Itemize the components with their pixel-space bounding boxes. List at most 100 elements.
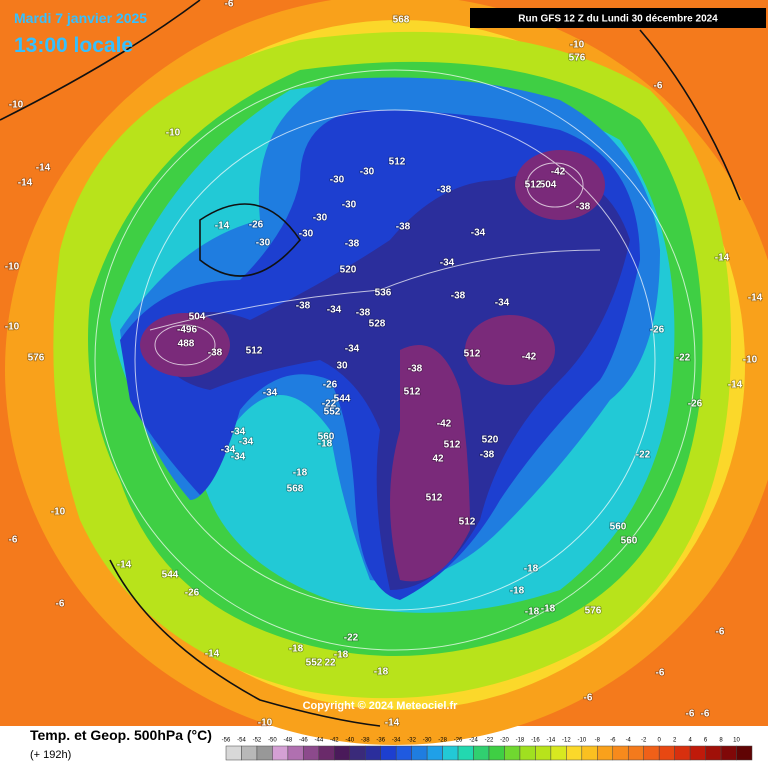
scale-swatch [612,745,629,761]
cold-core [390,345,470,582]
map-label: -10 [570,40,585,51]
scale-label: -52 [253,738,262,744]
map-label: -34 [239,437,254,448]
map-label: -18 [318,439,333,450]
scale-swatch [519,745,536,761]
scale-label: -44 [314,738,323,744]
scale-label: -32 [407,738,416,744]
scale-label: -16 [531,738,540,744]
map-label: 576 [569,53,586,64]
scale-swatch [504,745,521,761]
scale-label: -42 [330,738,339,744]
map-label: 512 [525,180,542,191]
scale-label: -8 [595,738,601,744]
scale-swatch [241,745,258,761]
scale-swatch [256,745,273,761]
scale-label: -36 [376,738,385,744]
map-label: -26 [323,380,338,391]
map-label: 512 [459,517,476,528]
map-label: -30 [330,175,345,186]
map-label: -30 [360,167,375,178]
map-label: -14 [728,380,743,391]
scale-swatch [658,745,675,761]
scale-label: -10 [577,738,586,744]
scale-label: -48 [284,738,293,744]
map-label: 552 [324,407,341,418]
scale-swatch [457,745,474,761]
map-label: -38 [396,222,411,233]
map-label: -30 [299,229,314,240]
legend-subtitle: (+ 192h) [30,749,71,761]
map-label: 520 [482,435,499,446]
map-label: 560 [610,522,627,533]
map-label: -38 [296,301,311,312]
map-label: 528 [369,319,386,330]
map-label: -10 [9,100,24,111]
scale-label: -4 [626,738,632,744]
scale-label: -34 [392,738,401,744]
map-label: -10 [5,322,20,333]
map-label: -18 [525,607,540,618]
map-label: 512 [389,157,406,168]
map-label: -6 [9,535,18,546]
scale-label: 6 [704,738,708,744]
scale-swatch [643,745,660,761]
map-label: -10 [166,128,181,139]
cold-core [465,315,555,385]
map-label: 520 [340,265,357,276]
map-label: -14 [36,163,51,174]
map-label: -22 [636,450,651,461]
copyright: Copyright © 2024 Meteociel.fr [303,700,459,712]
map-label: -30 [256,238,271,249]
geopotential-contours [94,69,696,651]
map-label: 544 [334,394,351,405]
scale-swatch [473,745,490,761]
map-label: -34 [440,258,455,269]
forecast-time: 13:00 locale [14,34,133,57]
map-label: -26 [688,399,703,410]
scale-label: -56 [222,738,231,744]
map-label: 576 [28,353,45,364]
map-label: -34 [471,228,486,239]
scale-swatch [566,745,583,761]
scale-label: -6 [610,738,616,744]
map-label: -34 [327,305,342,316]
scale-label: -28 [438,738,447,744]
map-label: -26 [650,325,665,336]
scale-label: 4 [688,738,692,744]
forecast-date: Mardi 7 janvier 2025 [14,10,147,26]
scale-swatch [287,745,304,761]
map-label: -10 [5,262,20,273]
scale-label: -22 [485,738,494,744]
scale-label: -2 [641,738,647,744]
scale-swatch [736,745,753,761]
map-label: -38 [480,450,495,461]
scale-swatch [303,745,320,761]
map-label: -14 [715,253,730,264]
run-info: Run GFS 12 Z du Lundi 30 décembre 2024 [518,14,718,25]
map-label: 576 [585,606,602,617]
map-label: -34 [221,445,236,456]
scale-swatch [426,745,443,761]
scale-label: -50 [268,738,277,744]
scale-label: -46 [299,738,308,744]
scale-label: -30 [423,738,432,744]
map-label: -496 [177,325,197,336]
map-label: -6 [701,709,710,720]
map-label: -18 [524,564,539,575]
map-label: -18 [374,667,389,678]
map-label: -6 [225,0,234,10]
scale-swatch [674,745,691,761]
map-label: -38 [576,202,591,213]
map-label: -6 [584,693,593,704]
scale-swatch [535,745,552,761]
map-label: -18 [289,644,304,655]
scale-label: 0 [658,738,662,744]
map-label: 504 [540,180,557,191]
map-label: 512 [464,349,481,360]
scale-swatch [581,745,598,761]
map-label: 22 [324,658,336,669]
map-label: -38 [356,308,371,319]
map-label: -34 [345,344,360,355]
